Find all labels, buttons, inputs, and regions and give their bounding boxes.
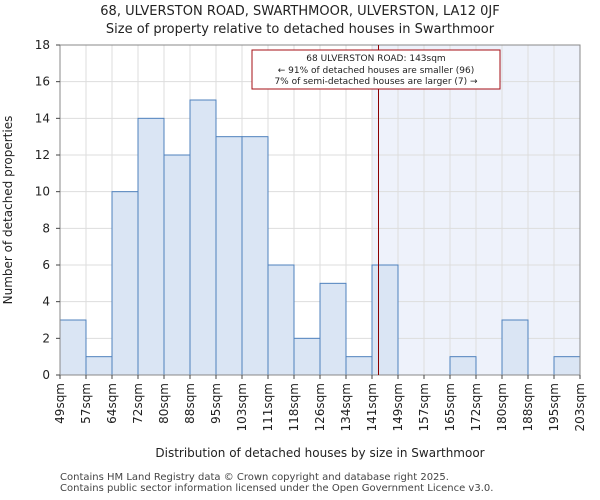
y-tick-label: 16	[35, 75, 50, 89]
x-tick-label: 134sqm	[339, 383, 353, 431]
x-tick-label: 195sqm	[547, 383, 561, 431]
x-tick-label: 57sqm	[79, 383, 93, 424]
x-tick-label: 72sqm	[131, 383, 145, 424]
histogram-bar	[111, 191, 139, 376]
y-tick-label: 14	[35, 111, 50, 125]
histogram-bar	[319, 282, 347, 376]
x-tick-label: 165sqm	[443, 383, 457, 431]
y-tick-label: 0	[42, 368, 50, 382]
histogram-bar	[241, 136, 269, 376]
footer-line-1: Contains HM Land Registry data © Crown c…	[60, 472, 449, 483]
x-tick-label: 203sqm	[573, 383, 587, 431]
x-tick-label: 141sqm	[365, 383, 379, 431]
x-tick-label: 157sqm	[417, 383, 431, 431]
x-tick-label: 80sqm	[157, 383, 171, 424]
x-tick-label: 88sqm	[183, 383, 197, 424]
x-tick-label: 95sqm	[209, 383, 223, 424]
histogram-bar	[267, 264, 295, 376]
footer-line-2: Contains public sector information licen…	[60, 483, 494, 494]
x-tick-label: 64sqm	[105, 383, 119, 424]
histogram-bar	[371, 264, 399, 376]
histogram-bar	[345, 356, 373, 376]
y-tick-label: 18	[35, 38, 50, 52]
x-tick-label: 111sqm	[261, 383, 275, 431]
y-tick-label: 12	[35, 148, 50, 162]
annotation-line-3: 7% of semi-detached houses are larger (7…	[274, 77, 478, 87]
histogram-bar	[137, 117, 165, 376]
x-tick-label: 49sqm	[53, 383, 67, 424]
y-tick-label: 4	[42, 295, 50, 309]
x-tick-label: 126sqm	[313, 383, 327, 431]
histogram-bar	[553, 356, 581, 376]
chart-subtitle: Size of property relative to detached ho…	[105, 22, 495, 37]
histogram-bar	[293, 337, 321, 376]
histogram-bar	[449, 356, 477, 376]
x-tick-label: 188sqm	[521, 383, 535, 431]
annotation-line-1: 68 ULVERSTON ROAD: 143sqm	[306, 54, 445, 64]
histogram-bar	[215, 136, 243, 376]
y-tick-label: 10	[35, 185, 50, 199]
x-tick-label: 149sqm	[391, 383, 405, 431]
x-tick-label: 118sqm	[287, 383, 301, 431]
y-axis-label: Number of detached properties	[1, 116, 15, 305]
histogram-bar	[189, 99, 217, 376]
histogram-bar	[59, 319, 87, 376]
chart-title: 68, ULVERSTON ROAD, SWARTHMOOR, ULVERSTO…	[100, 4, 500, 19]
x-tick-label: 172sqm	[469, 383, 483, 431]
histogram-bar	[501, 319, 529, 376]
x-tick-label: 103sqm	[235, 383, 249, 431]
x-tick-label: 180sqm	[495, 383, 509, 431]
x-axis-label: Distribution of detached houses by size …	[155, 446, 484, 460]
annotation-line-2: ← 91% of detached houses are smaller (96…	[278, 66, 475, 76]
histogram-bar	[85, 356, 113, 376]
annotation-box: 68 ULVERSTON ROAD: 143sqm ← 91% of detac…	[251, 49, 501, 90]
y-tick-label: 2	[42, 331, 50, 345]
histogram-bar	[163, 154, 191, 376]
y-tick-label: 6	[42, 258, 50, 272]
y-tick-label: 8	[42, 221, 50, 235]
